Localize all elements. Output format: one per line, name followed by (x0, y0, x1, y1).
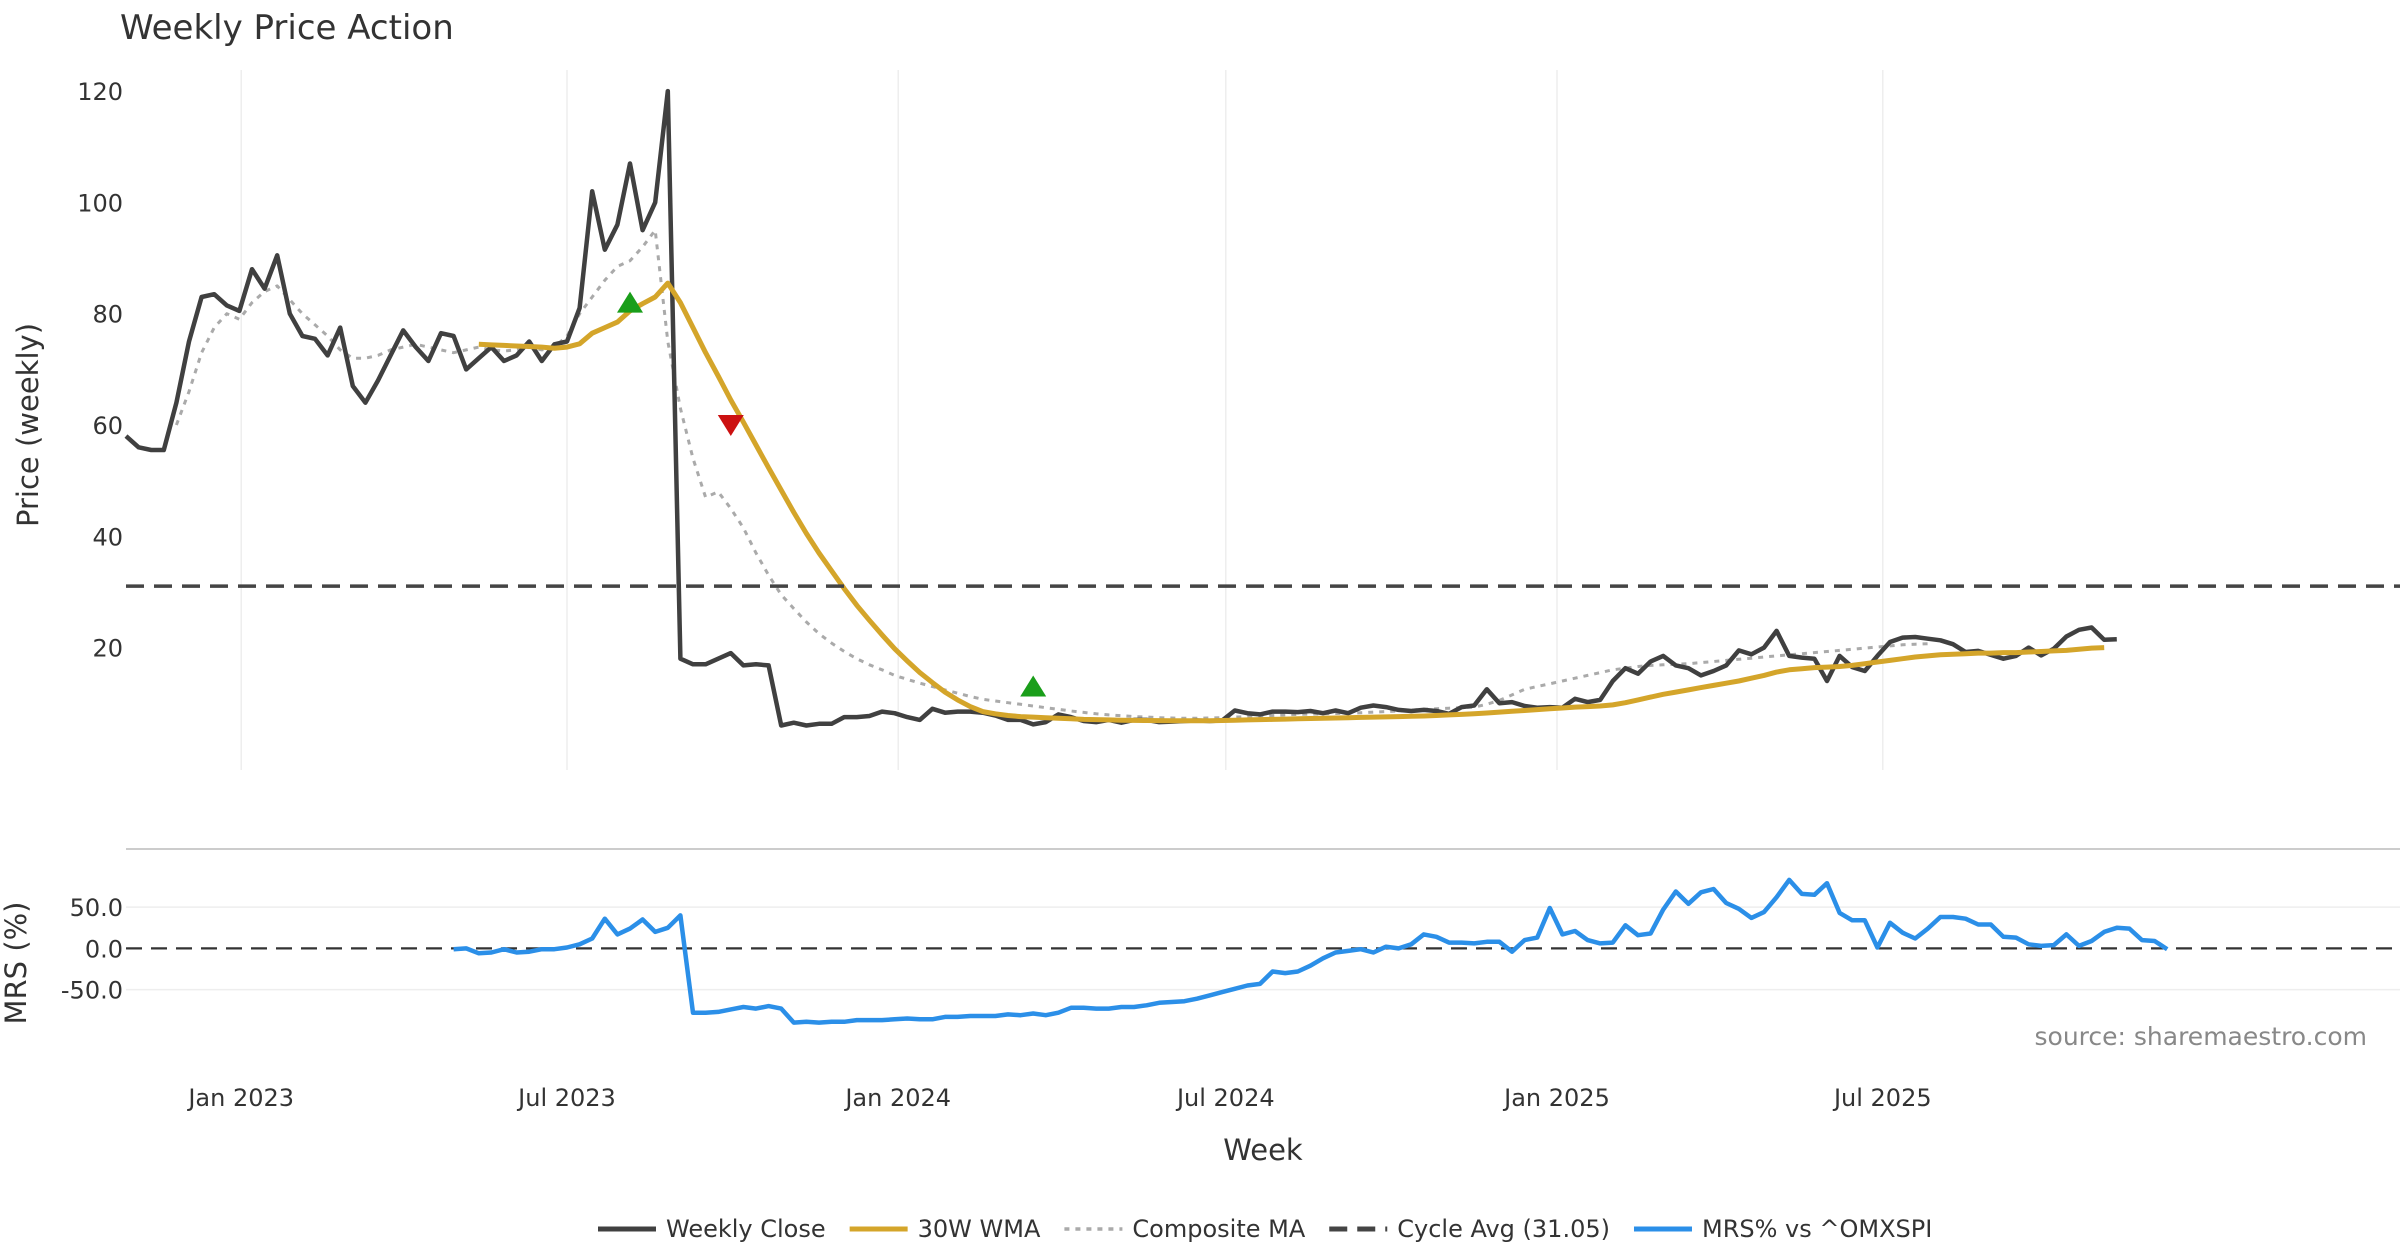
price-y-tick-label: 80 (92, 301, 123, 329)
price-y-ticks: 20 40 60 80 100 120 (77, 78, 123, 662)
mrs-y-tick-label: -50.0 (61, 977, 123, 1005)
x-tick-label: Jan 2024 (843, 1084, 951, 1112)
x-axis-ticks: Jan 2023 Jul 2023 Jan 2024 Jul 2024 Jan 2025… (186, 1084, 1931, 1112)
legend-label: 30W WMA (918, 1215, 1041, 1243)
price-series (124, 88, 2400, 728)
mrs-y-tick-label: 50.0 (70, 894, 123, 922)
series-mrs (453, 877, 2169, 1025)
signal-markers (617, 291, 1047, 697)
price-y-tick-label: 100 (77, 189, 123, 217)
x-tick-label: Jan 2023 (186, 1084, 294, 1112)
series-weekly-close (124, 88, 2117, 728)
mrs-y-axis-label: MRS (%) (0, 902, 33, 1025)
legend-label: Composite MA (1132, 1215, 1305, 1243)
source-credit: source: sharemaestro.com (2035, 1022, 2368, 1051)
legend-label: Cycle Avg (31.05) (1397, 1215, 1610, 1243)
x-tick-label: Jan 2025 (1502, 1084, 1610, 1112)
buy-signal-marker (1020, 675, 1047, 697)
mrs-y-ticks: 50.0 0.0 -50.0 (61, 894, 123, 1005)
x-tick-label: Jul 2025 (1832, 1084, 1932, 1112)
price-y-tick-label: 60 (92, 412, 123, 440)
chart-title: Weekly Price Action (120, 8, 454, 48)
legend-item: Cycle Avg (31.05) (1329, 1215, 1610, 1243)
legend-item: 30W WMA (849, 1215, 1041, 1243)
buy-signal-marker (617, 291, 643, 313)
price-panel: 20 40 60 80 100 120 Price (weekly) (11, 70, 2400, 770)
price-y-tick-label: 40 (92, 523, 123, 551)
x-tick-label: Jul 2024 (1175, 1084, 1275, 1112)
legend-label: Weekly Close (666, 1215, 826, 1243)
price-y-tick-label: 20 (92, 635, 123, 663)
legend-label: MRS% vs ^OMXSPI (1702, 1215, 1932, 1243)
price-y-tick-label: 120 (77, 78, 123, 106)
legend-item: Weekly Close (598, 1215, 826, 1243)
mrs-y-tick-label: 0.0 (85, 935, 123, 963)
mrs-panel: 50.0 0.0 -50.0 MRS (%) source: sharemaestr… (0, 877, 2400, 1051)
price-y-axis-label: Price (weekly) (11, 323, 45, 527)
price-gridlines (240, 70, 1884, 770)
legend-item: Composite MA (1064, 1215, 1306, 1243)
series-30w-wma (478, 280, 2105, 724)
series-composite-ma (174, 228, 1928, 720)
x-axis-label: Week (1223, 1133, 1303, 1167)
legend-item: MRS% vs ^OMXSPI (1633, 1215, 1932, 1243)
legend: Weekly Close 30W WMA Composite MA Cycle Avg… (598, 1215, 1932, 1243)
x-tick-label: Jul 2023 (516, 1084, 616, 1112)
mrs-series (453, 877, 2169, 1025)
sell-signal-marker (717, 415, 744, 436)
